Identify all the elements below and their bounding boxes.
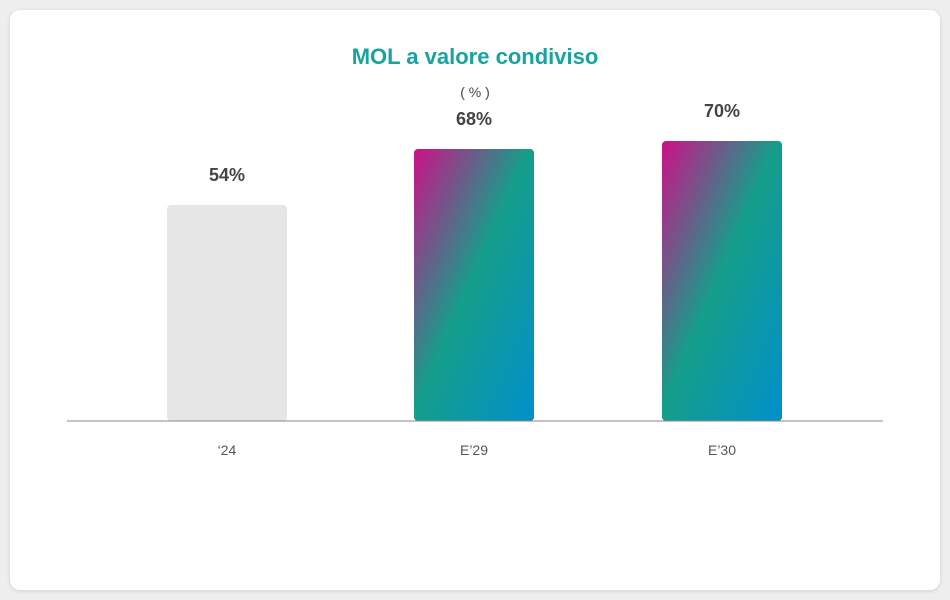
x-tick-label-1: E’29 (460, 442, 488, 458)
chart-title: MOL a valore condiviso (351, 44, 599, 69)
data-label-0: 54% (209, 165, 245, 185)
data-label-1: 68% (456, 109, 492, 129)
bar-1 (414, 149, 534, 421)
chart-subtitle: ( % ) (460, 84, 490, 100)
chart-card: MOL a valore condiviso ( % ) 54% ‘24 68% E’… (10, 10, 940, 590)
bar-0 (167, 205, 287, 421)
data-label-2: 70% (704, 101, 740, 121)
bar-2 (662, 141, 782, 421)
bar-chart: 54% ‘24 68% E’29 70% E’30 (67, 101, 883, 458)
x-tick-label-2: E’30 (708, 442, 736, 458)
x-tick-label-0: ‘24 (218, 442, 237, 458)
